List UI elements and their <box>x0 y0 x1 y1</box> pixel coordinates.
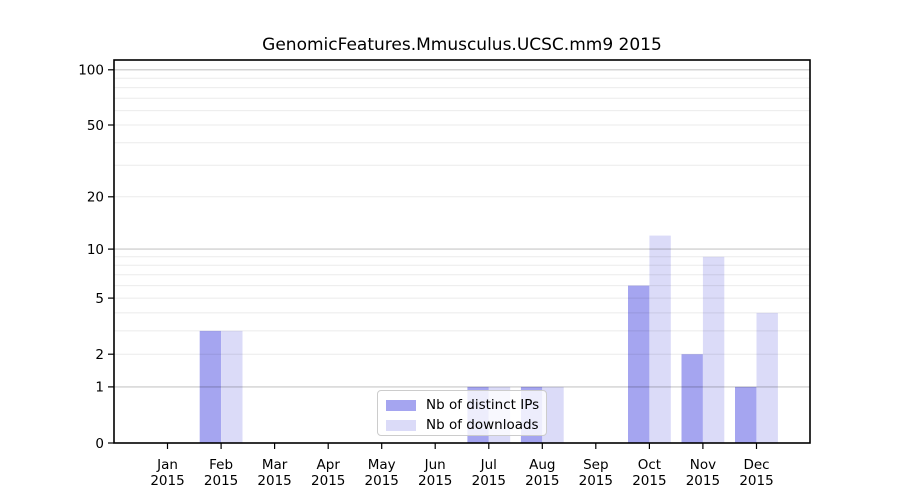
y-tick-label: 0 <box>95 436 104 452</box>
bar-distinct-ips-dec <box>735 386 757 443</box>
legend-item-distinct-ips: Nb of distinct IPs <box>386 396 546 414</box>
bar-downloads-feb <box>221 330 243 443</box>
chart-title: GenomicFeatures.Mmusculus.UCSC.mm9 2015 <box>262 35 662 55</box>
x-tick-label-year: 2015 <box>472 473 506 489</box>
x-tick-label-year: 2015 <box>739 473 773 489</box>
x-tick-label-year: 2015 <box>204 473 238 489</box>
bar-downloads-dec <box>756 312 778 443</box>
legend-item-downloads: Nb of downloads <box>386 416 546 434</box>
legend-label-distinct-ips: Nb of distinct IPs <box>426 397 540 413</box>
y-tick-label: 100 <box>78 63 104 79</box>
y-tick-label: 10 <box>87 242 104 258</box>
x-tick-label-year: 2015 <box>525 473 559 489</box>
x-tick-label-year: 2015 <box>150 473 184 489</box>
y-tick-label: 50 <box>87 118 104 134</box>
x-tick-label-month: Jan <box>156 457 178 473</box>
x-tick-label-month: Jul <box>480 457 497 473</box>
legend-swatch-distinct-ips <box>386 399 416 411</box>
plot-spines <box>113 59 811 444</box>
legend-label-downloads: Nb of downloads <box>426 417 539 433</box>
x-tick-label-month: Dec <box>743 457 769 473</box>
x-tick-label-year: 2015 <box>418 473 452 489</box>
legend-swatch-downloads <box>386 419 416 431</box>
x-tick-label-month: Aug <box>529 457 555 473</box>
x-tick-label-month: Mar <box>262 457 288 473</box>
x-tick-label-month: Nov <box>690 457 716 473</box>
bar-distinct-ips-oct <box>628 285 650 443</box>
x-tick-label-month: Jun <box>424 457 446 473</box>
y-tick-label: 2 <box>95 347 104 363</box>
x-tick-label-month: May <box>368 457 396 473</box>
y-tick-label: 1 <box>95 380 104 396</box>
x-tick-label-year: 2015 <box>632 473 666 489</box>
y-tick-label: 20 <box>87 190 104 206</box>
bar-downloads-oct <box>649 235 671 443</box>
bar-distinct-ips-nov <box>681 354 703 443</box>
x-tick-label-month: Apr <box>317 457 341 473</box>
y-tick-label: 5 <box>95 291 104 307</box>
x-tick-label-year: 2015 <box>686 473 720 489</box>
bar-downloads-nov <box>702 256 725 443</box>
x-tick-label-year: 2015 <box>365 473 399 489</box>
x-tick-label-month: Oct <box>638 457 661 473</box>
x-tick-label-year: 2015 <box>579 473 613 489</box>
x-tick-label-year: 2015 <box>311 473 345 489</box>
x-tick-label-year: 2015 <box>257 473 291 489</box>
legend: Nb of distinct IPs Nb of downloads <box>377 390 547 436</box>
x-tick-label-month: Feb <box>209 457 233 473</box>
bar-downloads-aug <box>542 386 564 443</box>
bar-distinct-ips-feb <box>199 330 222 443</box>
x-tick-label-month: Sep <box>583 457 608 473</box>
